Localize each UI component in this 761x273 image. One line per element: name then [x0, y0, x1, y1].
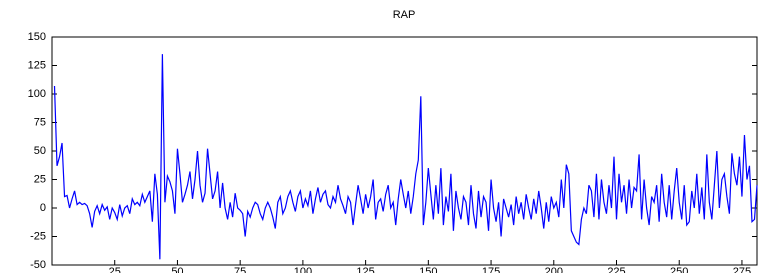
y-tick-label: 150	[28, 31, 46, 43]
data-line	[55, 54, 757, 259]
x-tick-label: 50	[171, 266, 183, 273]
y-tick-label: 125	[28, 59, 46, 71]
x-tick-label: 250	[670, 266, 688, 273]
y-tick-label: 50	[34, 145, 46, 157]
y-tick-label: 25	[34, 173, 46, 185]
x-tick-label: 125	[356, 266, 374, 273]
y-tick-label: 100	[28, 88, 46, 100]
chart: RAP -50 -25 0 25 50 75 100 125 150 25 50 75 100 125 15…	[0, 0, 761, 273]
plot-frame	[52, 37, 757, 265]
x-tick-label: 275	[733, 266, 751, 273]
x-tick-label: 225	[607, 266, 625, 273]
x-tick-label: 75	[234, 266, 246, 273]
x-tick-label: 25	[109, 266, 121, 273]
x-tick-label: 100	[294, 266, 312, 273]
x-tick-label: 175	[482, 266, 500, 273]
x-tick-label: 150	[419, 266, 437, 273]
y-tick-label: 0	[40, 202, 46, 214]
x-tick-label: 200	[545, 266, 563, 273]
y-tick-label: 75	[34, 116, 46, 128]
y-tick-label: -25	[30, 230, 46, 242]
chart-title: RAP	[393, 9, 416, 21]
y-tick-label: -50	[30, 259, 46, 271]
